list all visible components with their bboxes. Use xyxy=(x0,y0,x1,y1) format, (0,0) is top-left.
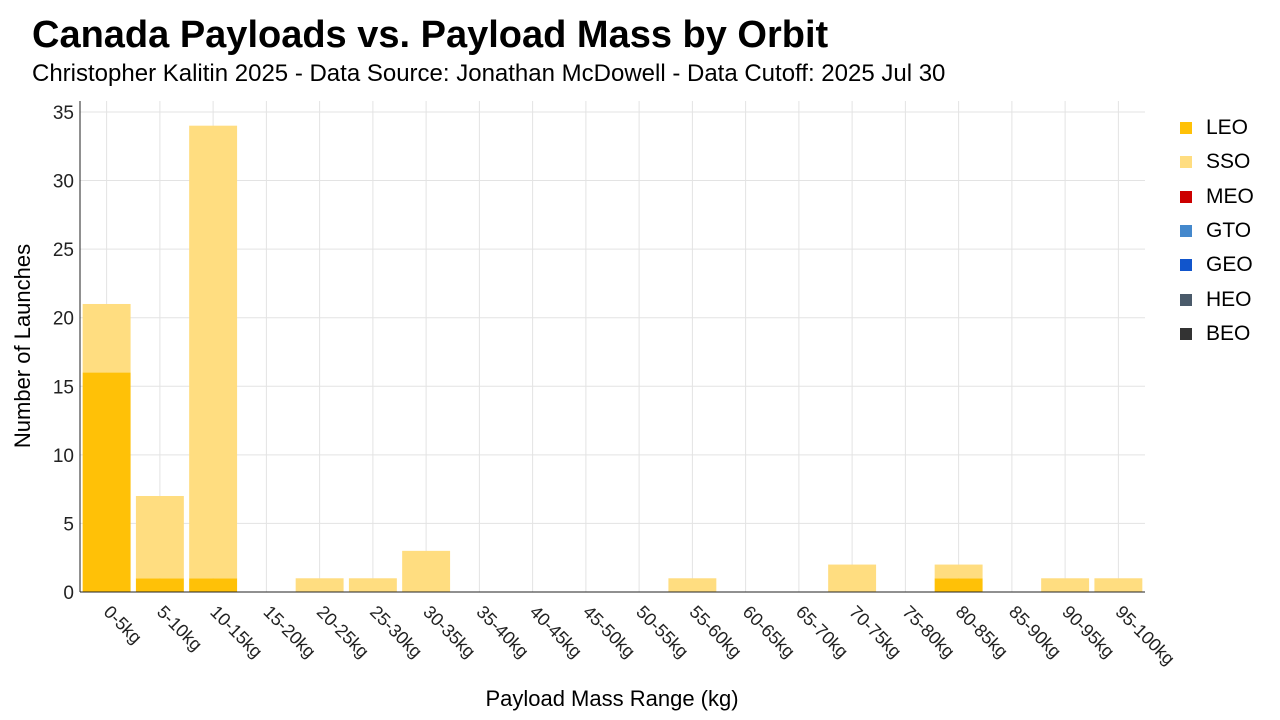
legend-item-gto[interactable]: GTO xyxy=(1180,214,1254,248)
bar-sso-0-5kg xyxy=(82,303,131,373)
bar-sso-95-100kg xyxy=(1094,578,1143,592)
y-tick-label: 15 xyxy=(53,377,74,398)
x-tick-label: 65-70kg xyxy=(792,602,852,662)
bar-sso-90-95kg xyxy=(1041,578,1090,592)
bar-sso-20-25kg xyxy=(295,578,344,592)
y-tick-label: 5 xyxy=(63,514,74,535)
legend-swatch xyxy=(1180,225,1192,238)
x-tick-label: 80-85kg xyxy=(952,602,1012,662)
y-tick-label: 20 xyxy=(53,309,74,330)
x-tick-label: 75-80kg xyxy=(899,602,959,662)
legend-swatch xyxy=(1180,122,1192,135)
legend-swatch xyxy=(1180,327,1192,340)
bar-sso-80-85kg xyxy=(934,564,983,579)
legend-label: GEO xyxy=(1206,253,1253,277)
y-tick-label: 25 xyxy=(53,240,74,261)
bar-leo-10-15kg xyxy=(189,578,238,592)
y-tick-label: 0 xyxy=(63,583,74,604)
chart-title: Canada Payloads vs. Payload Mass by Orbi… xyxy=(32,14,829,56)
x-tick-label: 10-15kg xyxy=(206,602,266,662)
legend-item-heo[interactable]: HEO xyxy=(1180,282,1254,316)
bar-sso-10-15kg xyxy=(189,125,238,579)
y-tick-label: 35 xyxy=(53,103,74,124)
legend-label: MEO xyxy=(1206,184,1254,208)
x-tick-label: 95-100kg xyxy=(1112,602,1179,669)
x-tick-label: 30-35kg xyxy=(419,602,479,662)
legend-item-sso[interactable]: SSO xyxy=(1180,145,1254,179)
legend-item-meo[interactable]: MEO xyxy=(1180,180,1254,214)
legend-item-geo[interactable]: GEO xyxy=(1180,248,1254,282)
y-tick-label: 30 xyxy=(53,172,74,193)
legend-label: BEO xyxy=(1206,321,1251,345)
x-tick-label: 85-90kg xyxy=(1005,602,1065,662)
y-tick-label: 10 xyxy=(53,446,74,467)
legend-label: SSO xyxy=(1206,150,1251,174)
x-tick-label: 20-25kg xyxy=(313,602,373,662)
bar-sso-5-10kg xyxy=(135,495,184,579)
legend: LEO SSO MEO GTO GEO HEO BEO xyxy=(1180,111,1254,351)
legend-swatch xyxy=(1180,293,1192,306)
legend-swatch xyxy=(1180,259,1192,272)
x-tick-label: 15-20kg xyxy=(260,602,320,662)
legend-label: HEO xyxy=(1206,287,1252,311)
bar-leo-5-10kg xyxy=(135,578,184,592)
x-tick-label: 70-75kg xyxy=(845,602,905,662)
legend-item-beo[interactable]: BEO xyxy=(1180,317,1254,351)
x-tick-label: 5-10kg xyxy=(153,602,206,655)
bar-sso-30-35kg xyxy=(402,550,451,592)
x-tick-label: 90-95kg xyxy=(1058,602,1118,662)
legend-label: GTO xyxy=(1206,219,1252,243)
x-tick-label: 35-40kg xyxy=(473,602,533,662)
legend-swatch xyxy=(1180,156,1192,169)
x-tick-label: 45-50kg xyxy=(579,602,639,662)
bar-leo-80-85kg xyxy=(934,578,983,592)
x-tick-label: 55-60kg xyxy=(686,602,746,662)
x-tick-label: 0-5kg xyxy=(100,602,146,648)
y-axis-title: Number of Launches xyxy=(10,244,35,448)
bar-sso-25-30kg xyxy=(348,578,397,592)
x-tick-label: 60-65kg xyxy=(739,602,799,662)
bar-sso-55-60kg xyxy=(668,578,717,592)
bars xyxy=(82,125,1143,592)
legend-label: LEO xyxy=(1206,116,1249,140)
x-tick-label: 40-45kg xyxy=(526,602,586,662)
bar-sso-70-75kg xyxy=(828,564,877,592)
chart-subtitle: Christopher Kalitin 2025 - Data Source: … xyxy=(32,60,946,87)
legend-swatch xyxy=(1180,190,1192,203)
x-tick-label: 25-30kg xyxy=(366,602,426,662)
x-axis-title: Payload Mass Range (kg) xyxy=(485,686,738,711)
legend-item-leo[interactable]: LEO xyxy=(1180,111,1254,145)
bar-leo-0-5kg xyxy=(82,372,131,592)
grid xyxy=(80,101,1145,593)
x-tick-label: 50-55kg xyxy=(632,602,692,662)
